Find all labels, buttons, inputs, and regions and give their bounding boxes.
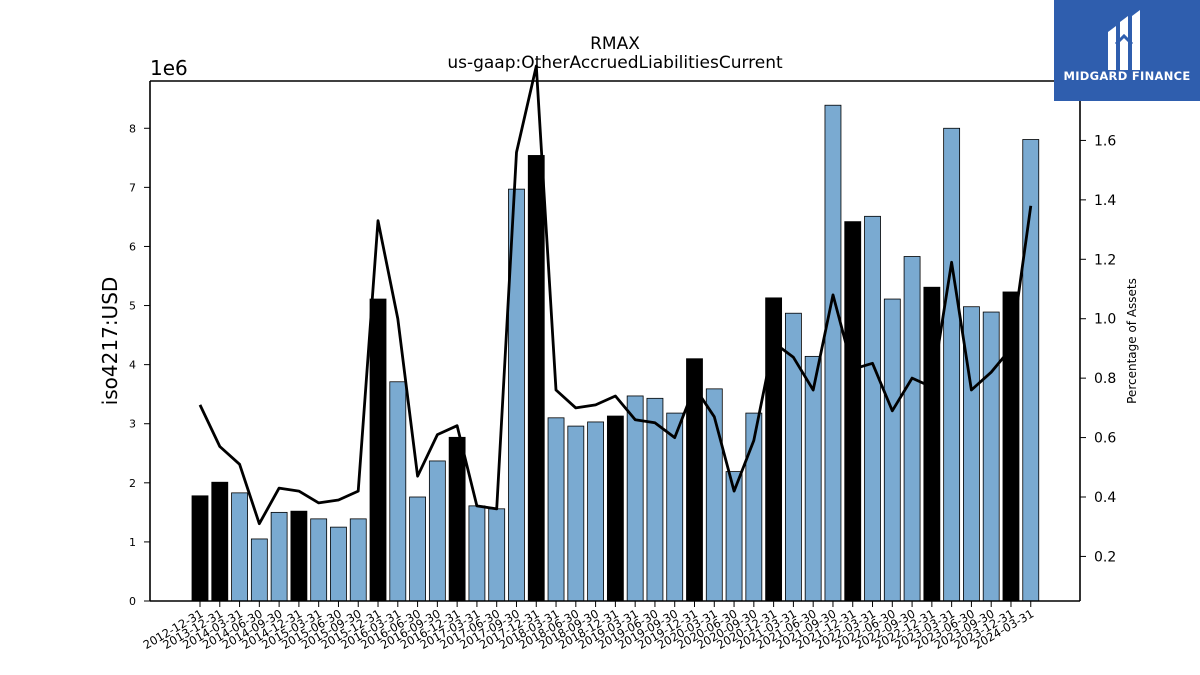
bar — [211, 481, 229, 602]
percentage-line — [198, 64, 1033, 526]
bar — [844, 221, 862, 602]
y-tick-label: 3 — [129, 418, 136, 431]
y2-tick-label: 1.0 — [1094, 312, 1116, 328]
y2-tick-label: 0.2 — [1094, 549, 1116, 565]
bar — [567, 425, 585, 602]
y-tick-label: 0 — [129, 595, 136, 608]
bar — [626, 395, 644, 602]
bar — [606, 415, 624, 602]
bar — [389, 381, 407, 602]
y-tick-label: 8 — [129, 122, 136, 135]
bar — [468, 505, 486, 602]
y2-tick-label: 0.4 — [1094, 490, 1116, 506]
y2-tick-label: 1.4 — [1094, 193, 1116, 209]
y2-axis-label: Percentage of Assets — [1125, 278, 1139, 404]
bar — [527, 155, 545, 602]
bar — [409, 496, 426, 602]
bar — [488, 508, 506, 602]
bar — [903, 256, 921, 602]
y2-tick-label: 1.6 — [1094, 133, 1116, 149]
bar — [666, 412, 684, 602]
y-tick-label: 2 — [129, 477, 136, 490]
midgard-logo-icon — [1108, 10, 1140, 70]
bar — [250, 538, 268, 602]
bar — [646, 397, 664, 602]
y-tick-label: 6 — [129, 240, 136, 253]
bar — [369, 298, 387, 602]
bar — [804, 355, 822, 602]
bar — [310, 518, 328, 602]
bar — [349, 518, 367, 602]
midgard-logo: MIDGARD FINANCE — [1054, 0, 1200, 101]
bar — [290, 510, 308, 602]
bar — [824, 104, 842, 602]
bar — [191, 495, 209, 602]
y-tick-label: 5 — [129, 300, 136, 313]
bar — [270, 511, 288, 602]
y-axis-label: iso4217:USD — [98, 277, 122, 406]
bar — [923, 286, 941, 602]
bar — [587, 421, 604, 602]
plot-area: 0123456780.20.40.60.81.01.21.41.62012-12… — [129, 64, 1116, 652]
bar — [330, 526, 347, 602]
midgard-logo-text: MIDGARD FINANCE — [1063, 69, 1191, 83]
y-offset-label: 1e6 — [150, 56, 188, 80]
bar — [428, 460, 446, 602]
bar — [547, 417, 565, 602]
bar — [1002, 291, 1020, 602]
bar — [448, 436, 466, 602]
bar — [982, 311, 1000, 602]
y-tick-label: 7 — [129, 181, 136, 194]
bar — [864, 215, 881, 602]
y-tick-label: 1 — [129, 536, 136, 549]
y-tick-label: 4 — [129, 359, 136, 372]
bar — [231, 492, 248, 602]
chart-title: RMAX — [590, 34, 640, 54]
y2-tick-label: 0.8 — [1094, 371, 1116, 387]
chart-subtitle: us-gaap:OtherAccruedLiabilitiesCurrent — [447, 53, 783, 73]
y2-tick-label: 1.2 — [1094, 252, 1116, 268]
y2-tick-label: 0.6 — [1094, 431, 1116, 447]
bar — [883, 298, 901, 602]
bar — [943, 127, 961, 602]
